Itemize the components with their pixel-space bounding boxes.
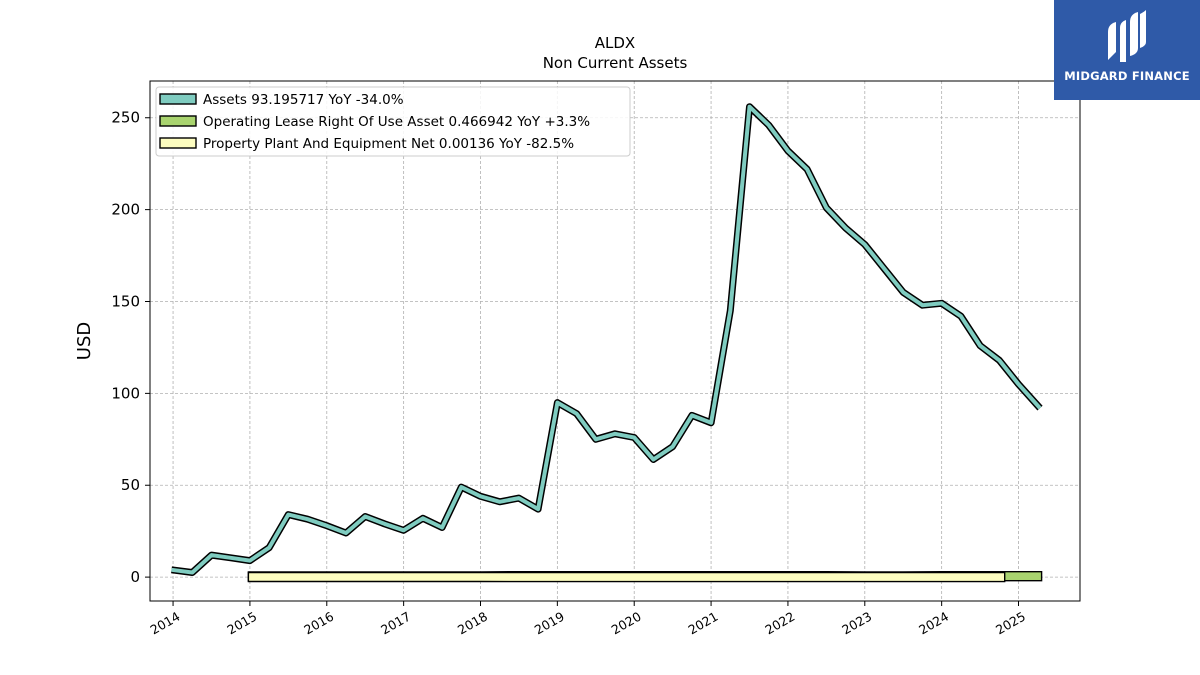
legend-item-property-plant-swatch [159, 137, 197, 149]
legend-item-operating-lease-swatch [159, 115, 197, 127]
x-tick-label: 2024 [916, 609, 951, 638]
x-tick-label: 2021 [686, 609, 721, 638]
x-tick-label: 2017 [378, 609, 413, 638]
y-axis-label: USD [74, 322, 95, 360]
y-tick-label: 250 [111, 109, 140, 127]
x-tick-label: 2020 [609, 609, 644, 638]
legend-item-assets-swatch [159, 93, 197, 105]
x-tick-label: 2014 [148, 609, 183, 638]
x-tick-label: 2023 [839, 609, 874, 638]
series-line-assets [171, 104, 1042, 575]
x-tick-label: 2022 [762, 609, 797, 638]
brand-logo: MIDGARD FINANCE [1054, 0, 1200, 100]
midgard-logo-icon [1108, 10, 1146, 62]
chart-subtitle: Non Current Assets [543, 54, 688, 72]
y-tick-label: 50 [121, 476, 140, 494]
x-tick-label: 2015 [224, 609, 259, 638]
x-tick-label: 2016 [301, 609, 336, 638]
series-outline-assets [171, 103, 1043, 576]
y-tick-label: 150 [111, 292, 140, 310]
legend-item-assets-label: Assets 93.195717 YoY -34.0% [203, 92, 404, 108]
y-tick-label: 0 [130, 568, 140, 586]
brand-logo-text: MIDGARD FINANCE [1064, 69, 1190, 83]
legend-item-operating-lease-label: Operating Lease Right Of Use Asset 0.466… [203, 114, 590, 130]
legend-item-property-plant-label: Property Plant And Equipment Net 0.00136… [203, 136, 574, 152]
legend-box [155, 86, 631, 157]
y-tick-label: 200 [111, 201, 140, 219]
y-tick-label: 100 [111, 384, 140, 402]
plot-frame [149, 80, 1081, 602]
x-tick-label: 2025 [993, 609, 1028, 638]
x-tick-label: 2018 [455, 609, 490, 638]
chart-title: ALDX [595, 34, 635, 52]
x-tick-label: 2019 [532, 609, 567, 638]
series-band-property-plant [247, 571, 1006, 583]
